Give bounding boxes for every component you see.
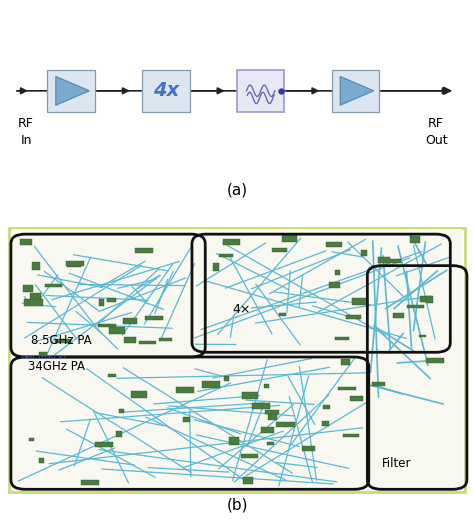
- FancyBboxPatch shape: [213, 263, 219, 271]
- FancyBboxPatch shape: [408, 305, 424, 308]
- FancyBboxPatch shape: [12, 229, 462, 491]
- FancyBboxPatch shape: [383, 259, 401, 263]
- FancyBboxPatch shape: [39, 458, 44, 463]
- FancyBboxPatch shape: [45, 284, 62, 287]
- FancyBboxPatch shape: [335, 270, 339, 275]
- FancyBboxPatch shape: [276, 422, 295, 427]
- FancyBboxPatch shape: [272, 248, 287, 251]
- Text: 34GHz PA: 34GHz PA: [28, 360, 85, 373]
- FancyBboxPatch shape: [427, 358, 444, 363]
- FancyBboxPatch shape: [264, 384, 269, 388]
- FancyBboxPatch shape: [55, 339, 72, 343]
- FancyBboxPatch shape: [95, 442, 113, 447]
- FancyBboxPatch shape: [109, 374, 116, 377]
- FancyBboxPatch shape: [335, 337, 348, 340]
- FancyBboxPatch shape: [302, 446, 315, 450]
- Polygon shape: [340, 77, 374, 105]
- FancyBboxPatch shape: [145, 316, 163, 320]
- FancyBboxPatch shape: [183, 417, 190, 422]
- FancyBboxPatch shape: [219, 254, 233, 257]
- Text: RF: RF: [18, 118, 34, 130]
- FancyBboxPatch shape: [242, 392, 258, 399]
- FancyBboxPatch shape: [378, 257, 390, 262]
- Text: (b): (b): [226, 498, 248, 512]
- FancyBboxPatch shape: [338, 387, 356, 391]
- FancyBboxPatch shape: [29, 438, 35, 442]
- FancyBboxPatch shape: [176, 386, 194, 393]
- Text: (a): (a): [227, 183, 247, 197]
- FancyBboxPatch shape: [343, 434, 359, 436]
- FancyBboxPatch shape: [223, 239, 239, 245]
- Text: UMIC1E061.VZ: UMIC1E061.VZ: [21, 354, 67, 360]
- FancyBboxPatch shape: [159, 338, 172, 341]
- FancyBboxPatch shape: [322, 422, 329, 426]
- FancyBboxPatch shape: [267, 442, 273, 445]
- FancyBboxPatch shape: [426, 296, 433, 303]
- FancyBboxPatch shape: [279, 313, 286, 316]
- FancyBboxPatch shape: [124, 337, 136, 343]
- FancyBboxPatch shape: [372, 382, 385, 386]
- FancyBboxPatch shape: [261, 427, 274, 433]
- FancyBboxPatch shape: [352, 298, 367, 304]
- FancyBboxPatch shape: [23, 286, 33, 292]
- FancyBboxPatch shape: [99, 299, 104, 306]
- Text: In: In: [20, 134, 32, 147]
- FancyBboxPatch shape: [47, 69, 95, 112]
- FancyBboxPatch shape: [202, 381, 220, 388]
- Text: RF: RF: [428, 118, 444, 130]
- FancyBboxPatch shape: [30, 293, 41, 300]
- FancyBboxPatch shape: [323, 405, 330, 409]
- FancyBboxPatch shape: [138, 341, 156, 344]
- Text: 4×: 4×: [232, 303, 251, 316]
- FancyBboxPatch shape: [39, 352, 47, 355]
- FancyBboxPatch shape: [123, 318, 137, 324]
- Polygon shape: [56, 77, 89, 105]
- FancyBboxPatch shape: [116, 432, 122, 437]
- FancyBboxPatch shape: [241, 454, 258, 458]
- FancyBboxPatch shape: [20, 238, 32, 245]
- FancyBboxPatch shape: [81, 480, 99, 485]
- FancyBboxPatch shape: [224, 376, 229, 381]
- FancyBboxPatch shape: [99, 324, 117, 327]
- FancyBboxPatch shape: [268, 413, 277, 421]
- FancyBboxPatch shape: [66, 261, 84, 266]
- Text: 4x: 4x: [153, 81, 179, 100]
- FancyBboxPatch shape: [67, 262, 81, 267]
- FancyBboxPatch shape: [283, 234, 297, 242]
- FancyBboxPatch shape: [420, 296, 430, 302]
- FancyBboxPatch shape: [332, 69, 379, 112]
- FancyBboxPatch shape: [109, 328, 125, 334]
- FancyBboxPatch shape: [393, 313, 404, 318]
- FancyBboxPatch shape: [350, 396, 363, 401]
- FancyBboxPatch shape: [228, 437, 239, 445]
- FancyBboxPatch shape: [136, 248, 153, 253]
- FancyBboxPatch shape: [237, 69, 284, 112]
- FancyBboxPatch shape: [252, 403, 270, 409]
- FancyBboxPatch shape: [361, 250, 367, 256]
- FancyBboxPatch shape: [131, 391, 147, 398]
- Text: 8.5GHz PA: 8.5GHz PA: [31, 334, 91, 348]
- FancyBboxPatch shape: [142, 69, 190, 112]
- FancyBboxPatch shape: [24, 299, 43, 306]
- FancyBboxPatch shape: [32, 262, 40, 270]
- FancyBboxPatch shape: [346, 316, 361, 319]
- FancyBboxPatch shape: [264, 410, 279, 414]
- FancyBboxPatch shape: [329, 282, 340, 288]
- FancyBboxPatch shape: [410, 236, 419, 243]
- FancyBboxPatch shape: [326, 243, 342, 247]
- Text: Out: Out: [425, 134, 447, 147]
- FancyBboxPatch shape: [108, 298, 116, 302]
- Text: Filter: Filter: [382, 457, 411, 470]
- FancyBboxPatch shape: [119, 410, 124, 413]
- FancyBboxPatch shape: [243, 477, 254, 484]
- FancyBboxPatch shape: [419, 334, 426, 338]
- FancyBboxPatch shape: [341, 359, 349, 365]
- FancyBboxPatch shape: [9, 228, 465, 492]
